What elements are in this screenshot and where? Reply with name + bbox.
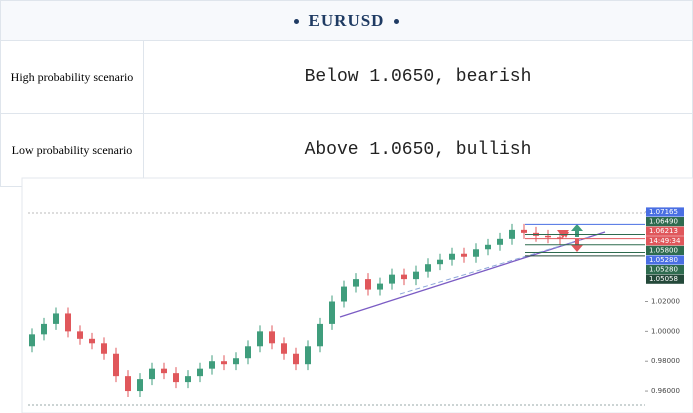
price-tag (646, 207, 684, 217)
candle-body (293, 353, 299, 365)
scenario-label: High probability scenario (0, 40, 144, 114)
candle-body (377, 283, 383, 290)
price-tag-label: 1.05280 (649, 266, 678, 274)
chart-frame (21, 177, 693, 413)
row: High probability scenario Below 1.0650, … (0, 40, 693, 114)
candle-body (449, 253, 455, 260)
trend-line (399, 236, 591, 295)
candle-body (437, 259, 443, 265)
bullet (293, 19, 299, 25)
candle-body (197, 368, 203, 377)
candle-body (353, 279, 359, 287)
candle-body (185, 376, 191, 383)
candle-body (341, 286, 347, 302)
candle-body (53, 313, 59, 324)
candle-body (413, 271, 419, 280)
price-tag-label: 14:49:34 (649, 237, 681, 245)
candle-body (221, 361, 227, 365)
row: Low probability scenario Above 1.0650, b… (0, 113, 693, 187)
candle-body (473, 249, 479, 257)
candle-body (461, 253, 467, 257)
candle-body (41, 323, 47, 335)
up-arrow (571, 224, 583, 237)
y-tick-label: 0.96000 (651, 387, 680, 395)
title-cell: EURUSD (0, 0, 693, 41)
chart: 1.080001.020001.000000.980000.960001.071… (21, 177, 693, 413)
candle-body (89, 338, 95, 344)
candle-body (305, 346, 311, 365)
price-tag (646, 217, 684, 227)
trend-line (339, 231, 606, 318)
title-row: EURUSD (0, 0, 693, 41)
scenario-value: Above 1.0650, bullish (143, 113, 693, 187)
candle-body (113, 353, 119, 377)
price-tag (646, 236, 684, 246)
y-tick-label: 1.02000 (651, 298, 680, 306)
candle-body (389, 274, 395, 284)
candle-body (233, 358, 239, 365)
candle-body (245, 346, 251, 359)
candle-body (485, 244, 491, 250)
candle-body (257, 331, 263, 347)
candle-body (521, 229, 527, 233)
candle-body (101, 343, 107, 354)
candle-body (29, 334, 35, 347)
price-tag-label: 1.07165 (649, 208, 678, 216)
candle-body (149, 368, 155, 380)
price-tag (646, 265, 684, 275)
candle-body (509, 229, 515, 239)
y-tick-label: 1.00000 (651, 327, 680, 335)
candle-body (401, 274, 407, 280)
candle-body (125, 376, 131, 392)
y-tick-label: 0.98000 (651, 357, 680, 365)
candle-body (161, 368, 167, 374)
candle-body (137, 379, 143, 392)
candle-body (173, 373, 179, 383)
scenario-label: Low probability scenario (0, 113, 144, 187)
candle-body (209, 361, 215, 369)
price-tag (646, 255, 684, 265)
candle-body (365, 279, 371, 290)
price-tag-label: 1.06213 (649, 227, 678, 235)
price-tag-label: 1.06490 (649, 218, 678, 226)
price-tag-label: 1.05280 (649, 256, 678, 264)
candle-body (317, 323, 323, 347)
candle-body (329, 301, 335, 324)
candle-body (557, 237, 563, 239)
analysis-table: EURUSD High probability scenario Below 1… (0, 0, 693, 187)
candle-body (545, 235, 551, 238)
price-tag (646, 226, 684, 236)
candle-body (281, 343, 287, 354)
price-tag-label: 1.05058 (649, 275, 678, 283)
candle-body (65, 313, 71, 332)
candle-body (269, 331, 275, 344)
scenario-value: Below 1.0650, bearish (143, 40, 693, 114)
price-tag (646, 245, 684, 255)
candle-body (77, 331, 83, 339)
title: EURUSD (308, 10, 385, 30)
candle-body (497, 238, 503, 245)
price-tag-label: 1.05800 (649, 246, 678, 254)
down-arrow (571, 239, 583, 252)
candle-body (425, 264, 431, 272)
price-tag (646, 274, 684, 284)
bullet (394, 19, 400, 25)
